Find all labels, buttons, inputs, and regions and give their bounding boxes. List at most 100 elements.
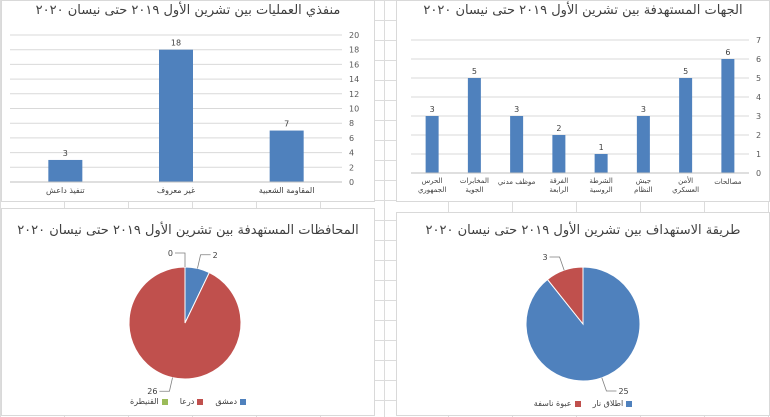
legend-item: اطلاق نار (593, 399, 633, 408)
executors-chart-panel[interactable]: منفذي العمليات بين تشرين الأول ٢٠١٩ حتى … (1, 0, 375, 202)
bar (510, 116, 524, 173)
y-tick-label: 2 (349, 163, 354, 172)
category-label: الأمن (678, 176, 693, 185)
provinces-chart-title: المحافظات المستهدفة بين تشرين الأول ٢٠١٩… (17, 223, 359, 238)
method-pie-chart: 25 3 (525, 253, 641, 396)
data-label: 3 (641, 105, 646, 114)
bar (679, 78, 693, 173)
category-label: المقاومة الشعبية (259, 186, 315, 195)
bar (467, 78, 481, 173)
legend-item: عبوة ناسفة (534, 399, 581, 408)
data-label: 3 (430, 105, 435, 114)
provinces-pie-chart: 2 26 0 (128, 249, 242, 396)
category-label: النظام (634, 186, 652, 194)
data-label: 3 (63, 149, 68, 158)
legend-swatch (626, 400, 633, 407)
leader-line (159, 377, 173, 392)
legend-label: درعا (179, 397, 195, 406)
legend-swatch (240, 398, 246, 405)
method-legend: اطلاق نار عبوة ناسفة (397, 399, 769, 408)
targets-chart-panel[interactable]: الجهات المستهدفة بين تشرين الأول ٢٠١٩ حت… (396, 0, 770, 202)
category-label: جيش (636, 177, 651, 185)
legend-item: دمشق (215, 397, 246, 406)
data-label: 25 (618, 387, 628, 396)
legend-label: دمشق (215, 397, 237, 406)
y-tick-label: 5 (756, 74, 761, 83)
legend-swatch (161, 398, 168, 405)
data-label: 26 (147, 387, 157, 396)
y-tick-label: 6 (349, 134, 354, 143)
data-label: 18 (171, 39, 181, 48)
bar (721, 59, 735, 173)
data-label: 1 (599, 143, 604, 152)
legend-label: عبوة ناسفة (533, 399, 572, 408)
category-label: الحرس (422, 177, 443, 185)
bar (159, 49, 193, 183)
data-label: 7 (284, 120, 289, 129)
y-tick-label: 14 (349, 75, 359, 84)
y-tick-label: 0 (756, 169, 761, 178)
category-label: الجوية (465, 186, 483, 194)
bar (48, 159, 83, 182)
y-tick-label: 10 (349, 105, 359, 114)
legend-item: درعا (180, 397, 204, 406)
y-tick-label: 6 (756, 55, 761, 64)
provinces-legend: دمشق درعا القنيطرة (2, 397, 374, 406)
leader-line (175, 252, 186, 267)
data-label: 0 (168, 249, 173, 258)
bar (594, 154, 608, 173)
y-tick-label: 4 (349, 149, 354, 158)
legend-label: القنيطرة (130, 397, 159, 406)
y-tick-label: 2 (756, 131, 761, 140)
category-label: موظف مدني (498, 178, 536, 186)
category-label: تنفيذ داعش (46, 186, 85, 195)
y-tick-label: 8 (349, 119, 354, 128)
leader-line (601, 377, 617, 392)
category-label: مصالحات (714, 178, 742, 186)
leader-line (197, 254, 211, 269)
y-tick-label: 12 (349, 90, 359, 99)
y-tick-label: 7 (756, 36, 761, 45)
data-label: 2 (556, 124, 561, 133)
y-tick-label: 1 (756, 150, 761, 159)
y-tick-label: 3 (756, 112, 761, 121)
category-label: غير معروف (157, 186, 195, 195)
legend-label: اطلاق نار (592, 399, 624, 408)
category-label: الفرقة (550, 177, 569, 185)
category-label: الرابعة (549, 186, 568, 194)
data-label: 5 (683, 67, 688, 76)
method-chart-panel[interactable]: طريقة الاستهداف بين تشرين الأول ٢٠١٩ حتى… (396, 212, 770, 416)
bar (636, 116, 650, 173)
executors-chart-title: منفذي العمليات بين تشرين الأول ٢٠١٩ حتى … (35, 3, 341, 18)
category-label: المخابرات (460, 177, 489, 185)
data-label: 2 (213, 251, 218, 260)
y-tick-label: 18 (349, 46, 359, 55)
bar (552, 135, 566, 173)
data-label: 3 (514, 105, 519, 114)
legend-swatch (574, 400, 581, 407)
targets-chart-title: الجهات المستهدفة بين تشرين الأول ٢٠١٩ حت… (423, 3, 743, 18)
data-label: 5 (472, 67, 477, 76)
legend-swatch (197, 398, 204, 405)
bar (269, 130, 304, 182)
category-label: العسكري (672, 186, 699, 194)
legend-item: القنيطرة (130, 397, 168, 406)
pie-slice (128, 266, 242, 380)
y-tick-label: 4 (756, 93, 761, 102)
bar (425, 116, 439, 173)
category-label: الروسية (590, 186, 613, 194)
category-label: الجمهوري (418, 186, 446, 194)
pie-slice (525, 266, 641, 382)
category-label: الشرطة (589, 177, 613, 185)
data-label: 6 (725, 48, 730, 57)
executors-bar-chart: 0 2 4 6 8 10 12 14 16 18 20 7 المقاومة الشعبية 18 غير … (10, 31, 359, 195)
y-tick-label: 16 (349, 60, 359, 69)
data-label: 3 (542, 253, 547, 262)
y-tick-label: 20 (349, 31, 359, 40)
leader-line (549, 256, 565, 271)
provinces-chart-panel[interactable]: المحافظات المستهدفة بين تشرين الأول ٢٠١٩… (1, 208, 375, 416)
pie-slice (546, 266, 584, 326)
method-chart-title: طريقة الاستهداف بين تشرين الأول ٢٠١٩ حتى… (425, 223, 741, 238)
y-tick-label: 0 (349, 178, 354, 187)
